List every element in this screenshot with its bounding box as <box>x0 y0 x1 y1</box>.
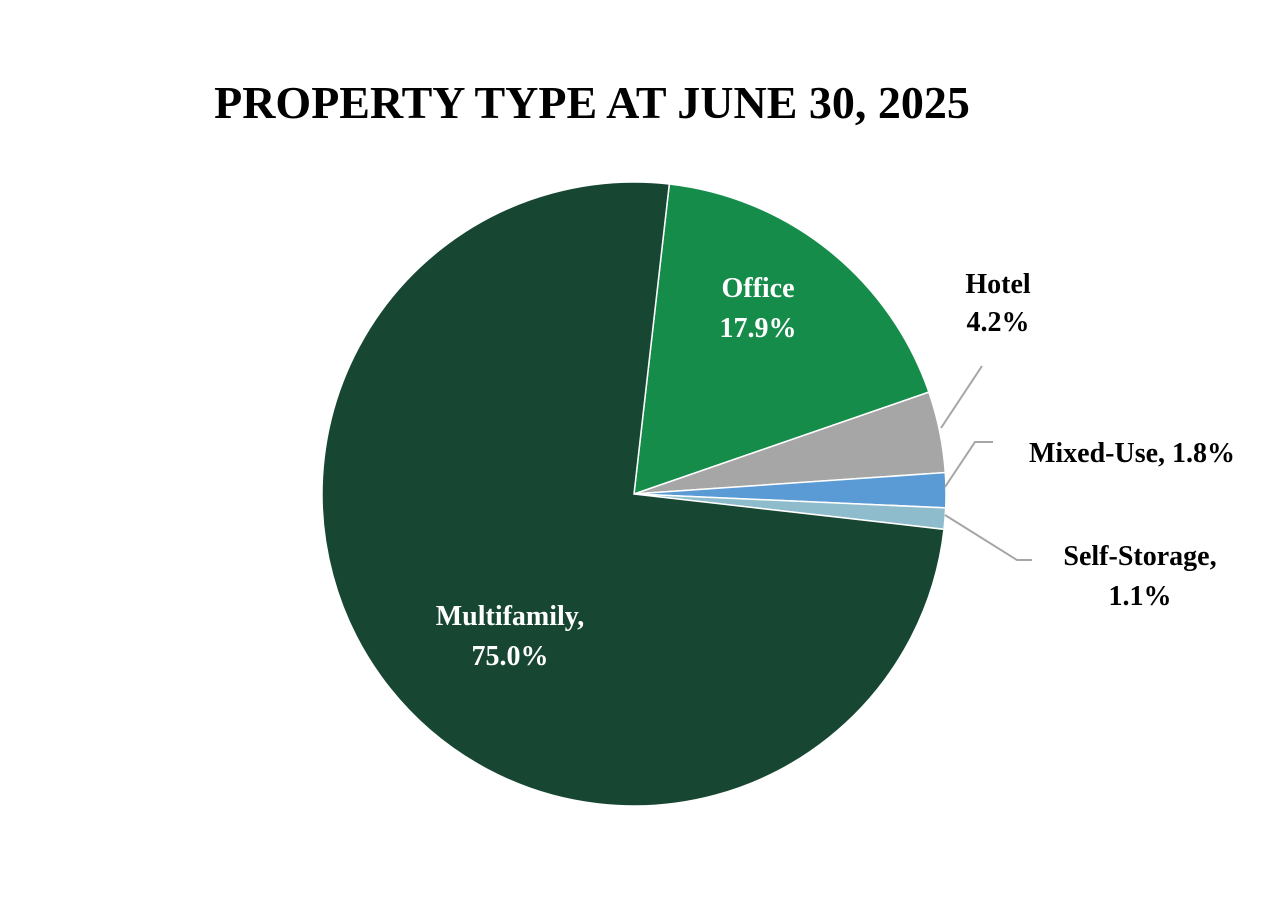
slice-label-line: Office <box>721 273 794 304</box>
slice-label-hotel: Hotel 4.2% <box>965 269 1031 338</box>
slice-label-line: 75.0% <box>472 641 549 672</box>
leader-line-mixed-use <box>944 441 993 488</box>
slice-label-self-storage: Self-Storage, 1.1% <box>1063 541 1216 612</box>
leader-line-hotel <box>940 365 983 429</box>
slice-label-line: Mixed-Use, 1.8% <box>1029 438 1235 469</box>
leader-lines <box>940 365 1032 561</box>
slice-label-multifamily: Multifamily, 75.0% <box>436 601 585 672</box>
slice-label-line: 17.9% <box>720 313 797 344</box>
slice-label-mixed-use: Mixed-Use, 1.8% <box>1029 438 1235 469</box>
leader-line-self-storage <box>944 514 1032 561</box>
slice-label-line: 1.1% <box>1109 581 1172 612</box>
slice-label-line: 4.2% <box>967 307 1030 338</box>
pie-slice-office <box>633 183 930 496</box>
slice-label-line: Self-Storage, <box>1063 541 1216 572</box>
pie-slice-multifamily <box>321 181 945 807</box>
slice-label-line: Hotel <box>965 269 1031 300</box>
slice-label-office: Office 17.9% <box>720 273 797 344</box>
chart-title: PROPERTY TYPE AT JUNE 30, 2025 <box>214 77 970 128</box>
pie-slices <box>321 181 947 807</box>
slice-label-line: Multifamily, <box>436 601 585 632</box>
slice-labels: Office 17.9% Hotel 4.2% Mixed-Use, 1.8% Self-… <box>436 269 1235 672</box>
